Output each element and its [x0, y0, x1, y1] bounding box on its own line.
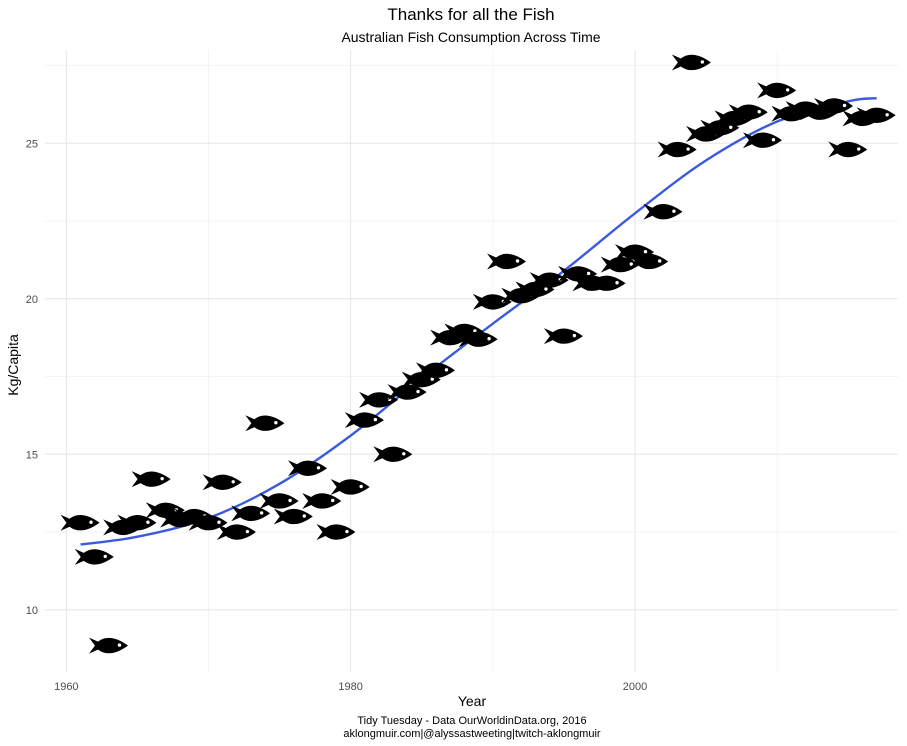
fish-point — [288, 460, 328, 477]
y-axis-title: Kg/Capita — [5, 334, 21, 396]
trend-line — [80, 97, 877, 546]
data-points — [60, 54, 896, 654]
fish-point — [814, 97, 854, 114]
y-axis-ticks: 10 15 20 25 — [26, 138, 38, 617]
y-tick-label: 25 — [26, 138, 38, 150]
caption-line-1: Tidy Tuesday - Data OurWorldinData.org, … — [357, 715, 586, 727]
fish-point — [657, 141, 697, 158]
fish-point — [728, 104, 768, 121]
fish-point — [373, 446, 413, 463]
fish-point — [828, 141, 868, 158]
y-tick-label: 15 — [26, 449, 38, 461]
fish-point — [74, 548, 114, 565]
fish-point — [643, 203, 683, 220]
x-axis-title: Year — [458, 693, 487, 709]
fish-point — [472, 293, 512, 310]
chart-subtitle: Australian Fish Consumption Across Time — [341, 29, 600, 45]
fish-point — [543, 328, 583, 345]
fish-point — [202, 474, 242, 491]
fish-point — [415, 362, 455, 379]
fish-point — [117, 514, 157, 531]
caption-line-2: aklongmuir.com|@alyssastweeting|twitch-a… — [343, 728, 600, 740]
fish-point — [216, 524, 256, 541]
fish-point — [188, 514, 228, 531]
fish-point — [60, 514, 100, 531]
fish-point — [302, 492, 342, 509]
x-tick-label: 1960 — [54, 681, 78, 693]
fish-point — [629, 253, 669, 270]
y-tick-label: 10 — [26, 605, 38, 617]
fish-point — [856, 107, 896, 124]
fish-point — [316, 524, 356, 541]
fish-point — [231, 505, 271, 522]
fish-point — [671, 54, 711, 71]
fish-point — [757, 82, 797, 99]
fish-point — [273, 508, 313, 525]
chart-title: Thanks for all the Fish — [387, 5, 554, 24]
fish-point — [586, 275, 626, 292]
fish-point — [259, 492, 299, 509]
fish-point — [88, 637, 128, 654]
x-axis-ticks: 1960 1980 2000 — [54, 681, 647, 693]
fish-point — [131, 471, 171, 488]
fish-point — [344, 412, 384, 429]
x-tick-label: 1980 — [338, 681, 362, 693]
fish-point — [487, 253, 527, 270]
fish-point — [330, 478, 370, 495]
fish-point — [387, 384, 427, 401]
fish-point — [742, 132, 782, 149]
fish-point — [245, 415, 285, 432]
y-tick-label: 20 — [26, 294, 38, 306]
x-tick-label: 2000 — [623, 681, 647, 693]
fish-point — [458, 331, 498, 348]
